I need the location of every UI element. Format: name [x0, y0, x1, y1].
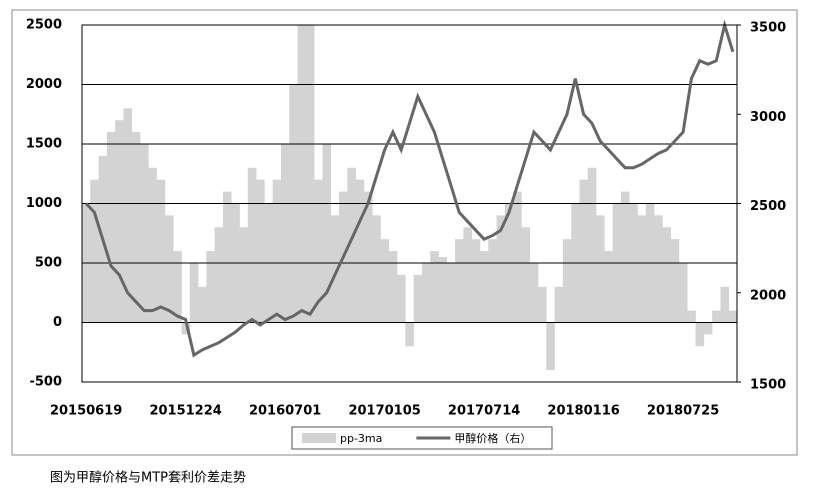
x-tick-label: 20150619 [50, 404, 122, 419]
line [85, 19, 735, 358]
bar [123, 108, 133, 323]
bar [388, 251, 398, 323]
bar [247, 167, 257, 323]
y-tick-label: 2500 [26, 18, 62, 33]
caption: 图为甲醇价格与MTP套利价差走势 [50, 470, 246, 486]
bar [521, 227, 531, 323]
bar [546, 322, 555, 371]
bar [654, 215, 663, 323]
bar [720, 286, 730, 323]
bar [239, 227, 249, 323]
bar [322, 144, 332, 323]
bar [181, 322, 191, 335]
bar [156, 179, 166, 323]
bar [148, 167, 157, 323]
bar [140, 144, 149, 323]
bar [554, 286, 564, 323]
bar [214, 227, 224, 323]
bar [106, 132, 116, 323]
y-tick-label: 2000 [26, 77, 62, 92]
bar [438, 257, 448, 323]
y2-tick-label: 2500 [750, 199, 786, 214]
bar [272, 179, 282, 323]
bar [413, 274, 423, 323]
bar [695, 322, 705, 347]
bar [488, 239, 497, 323]
bar [728, 310, 738, 323]
x-tick-label: 20151224 [149, 404, 221, 419]
bar [670, 239, 680, 323]
bar [363, 191, 373, 323]
x-tick-label: 20160701 [249, 404, 321, 419]
x-tick-label: 20180725 [647, 404, 719, 419]
legend-label: 甲醇价格（右） [454, 431, 531, 445]
bar [463, 227, 472, 323]
bar [496, 215, 506, 323]
line-layer [85, 19, 735, 358]
bar [355, 179, 365, 323]
bar [189, 263, 199, 323]
bar [455, 239, 464, 323]
bar [446, 263, 456, 323]
bar [198, 286, 207, 323]
x-tick-label: 20170714 [448, 404, 520, 419]
plot-frame [81, 24, 738, 383]
bar [90, 179, 99, 323]
x-tick-label: 20170105 [348, 404, 420, 419]
bar [604, 251, 613, 323]
legend-label: pp-3ma [340, 432, 382, 445]
bar [164, 215, 174, 323]
bar [678, 263, 688, 323]
bar [637, 215, 647, 323]
bar [397, 274, 406, 323]
bar [314, 179, 323, 323]
bar [579, 179, 589, 323]
bar [687, 310, 696, 323]
y2-tick-label: 3000 [750, 110, 786, 125]
x-tick-label: 20180116 [547, 404, 619, 419]
bar [405, 322, 414, 347]
y2-tick-label: 3500 [750, 21, 786, 36]
bar [256, 179, 265, 323]
bar [529, 263, 539, 323]
bar [471, 239, 481, 323]
bar [513, 191, 522, 323]
bar [173, 251, 182, 323]
bar [380, 239, 390, 323]
y2-tick-label: 1500 [750, 378, 786, 393]
bar [347, 167, 356, 323]
bar [297, 25, 307, 323]
bar [131, 132, 141, 323]
bar [596, 215, 605, 323]
y-tick-label: 1500 [26, 137, 62, 152]
bar [620, 191, 630, 323]
bar [587, 167, 597, 323]
bar [280, 144, 290, 323]
bar [330, 215, 340, 323]
chart-frame [11, 9, 798, 456]
bar [479, 251, 489, 323]
bar [206, 251, 215, 323]
legend-swatch [302, 433, 336, 443]
bar [421, 263, 431, 323]
bar [538, 286, 547, 323]
y-tick-label: 1000 [26, 196, 62, 211]
bar [115, 120, 124, 323]
bar [712, 310, 721, 323]
bar [662, 227, 671, 323]
y-tick-label: 0 [53, 315, 62, 330]
y-tick-label: 500 [35, 256, 62, 271]
bar [222, 191, 232, 323]
bar [703, 322, 713, 335]
bar [562, 239, 572, 323]
bar [305, 25, 315, 323]
y2-tick-label: 2000 [750, 288, 786, 303]
y-tick-label: -500 [29, 375, 62, 390]
bar [430, 251, 439, 323]
bar [372, 215, 381, 323]
